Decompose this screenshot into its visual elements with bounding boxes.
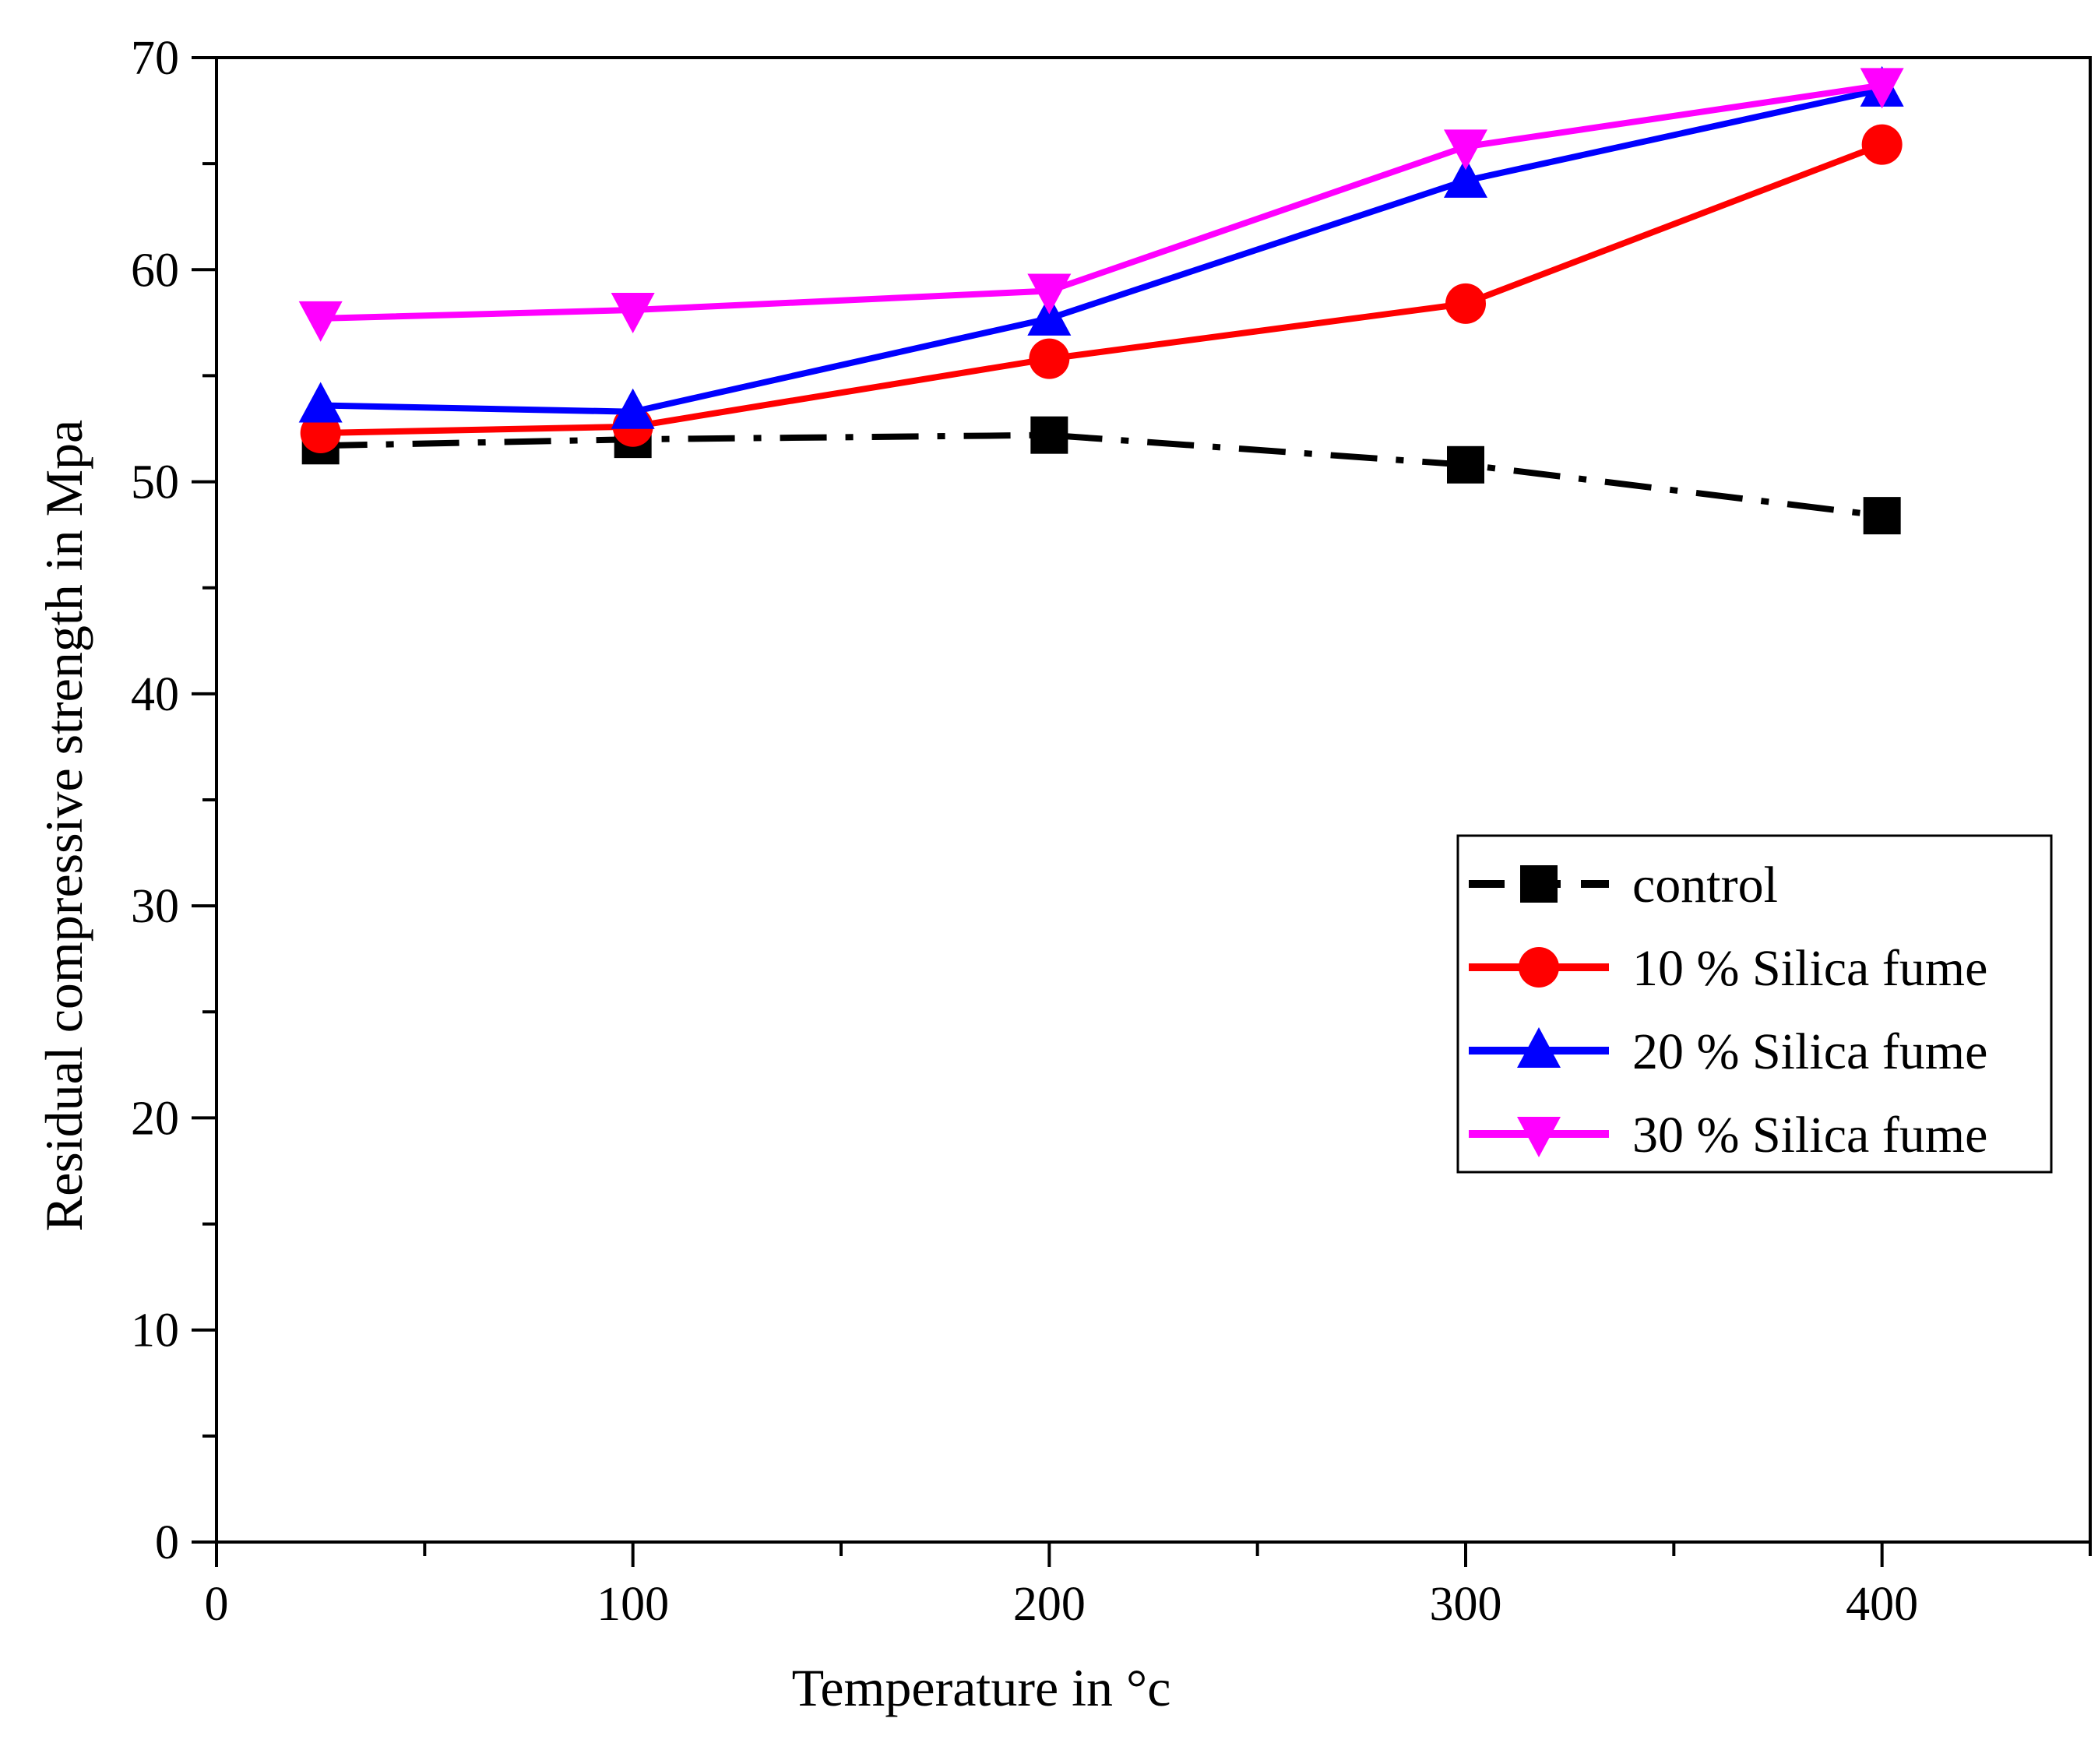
legend-label-control: control bbox=[1632, 857, 1778, 914]
x-tick-label: 100 bbox=[597, 1578, 669, 1631]
x-tick-label: 200 bbox=[1013, 1578, 1086, 1631]
data-point-control bbox=[1863, 497, 1901, 535]
y-tick-label: 0 bbox=[155, 1516, 179, 1569]
y-axis-title: Residual compressive strength in Mpa bbox=[34, 420, 93, 1231]
legend-marker-10-silica-fume bbox=[1519, 947, 1559, 988]
x-axis: 0 100 200 300 400 bbox=[205, 1542, 2092, 1631]
data-point-10-silica-fume bbox=[1029, 338, 1070, 379]
y-tick-label: 60 bbox=[131, 244, 179, 297]
data-point-control bbox=[1447, 445, 1484, 484]
y-tick-label: 50 bbox=[131, 456, 179, 509]
series-30-silica-fume bbox=[298, 68, 1904, 342]
y-axis: 0 10 20 30 40 50 60 70 bbox=[131, 32, 216, 1569]
legend-marker-20-silica-fume bbox=[1517, 1027, 1561, 1068]
data-point-20-silica-fume bbox=[298, 382, 343, 423]
legend-label-20-silica-fume: 20 % Silica fume bbox=[1632, 1023, 1987, 1080]
series-layer bbox=[298, 65, 1904, 535]
y-tick-label: 10 bbox=[131, 1305, 179, 1357]
y-tick-label: 70 bbox=[131, 32, 179, 85]
data-point-30-silica-fume bbox=[1860, 68, 1904, 109]
x-tick-label: 400 bbox=[1846, 1578, 1918, 1631]
series-10-silica-fume bbox=[300, 124, 1903, 453]
series-line-20-silica-fume bbox=[320, 86, 1883, 415]
data-point-30-silica-fume bbox=[1444, 129, 1487, 171]
data-point-30-silica-fume bbox=[1027, 273, 1072, 315]
y-tick-label: 20 bbox=[131, 1092, 179, 1145]
series-line-30-silica-fume bbox=[320, 82, 1883, 322]
data-point-20-silica-fume bbox=[1027, 294, 1072, 336]
data-point-10-silica-fume bbox=[1861, 124, 1903, 165]
x-tick-label: 300 bbox=[1430, 1578, 1502, 1631]
legend-marker-control bbox=[1520, 865, 1558, 903]
data-point-20-silica-fume bbox=[611, 388, 655, 429]
y-tick-label: 30 bbox=[131, 880, 179, 933]
x-tick-label: 0 bbox=[205, 1578, 229, 1631]
data-point-20-silica-fume bbox=[1444, 157, 1487, 198]
data-point-10-silica-fume bbox=[1445, 283, 1486, 324]
legend-marker-30-silica-fume bbox=[1517, 1117, 1561, 1157]
legend-label-30-silica-fume: 30 % Silica fume bbox=[1632, 1107, 1987, 1164]
plot-frame bbox=[215, 56, 2092, 1544]
data-point-control bbox=[1030, 416, 1068, 454]
data-point-30-silica-fume bbox=[611, 293, 655, 334]
legend: control 10 % Silica fume 20 % Silica fume 3… bbox=[1456, 834, 2053, 1174]
legend-label-10-silica-fume: 10 % Silica fume bbox=[1632, 940, 1987, 997]
series-line-control bbox=[320, 431, 1883, 519]
y-tick-label: 40 bbox=[131, 668, 179, 721]
series-line-10-silica-fume bbox=[320, 141, 1884, 436]
data-point-10-silica-fume bbox=[300, 412, 341, 453]
data-point-30-silica-fume bbox=[298, 301, 343, 342]
series-control bbox=[301, 416, 1901, 535]
x-axis-title: Temperature in °c bbox=[792, 1658, 1171, 1717]
